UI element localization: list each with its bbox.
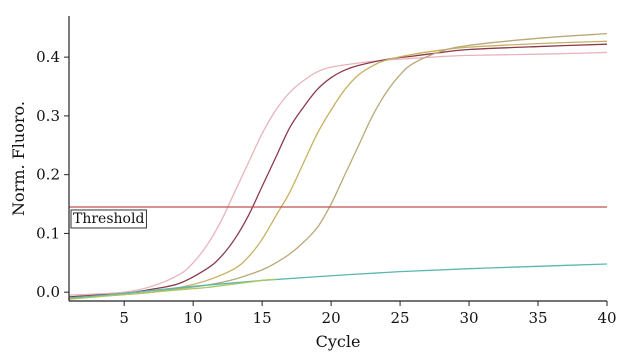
series-line-6	[68, 278, 276, 300]
x-tick-label: 15	[253, 309, 272, 327]
x-tick-label: 40	[597, 309, 616, 327]
series-line-2	[68, 43, 608, 298]
series-line-4	[68, 32, 608, 299]
x-tick-label: 20	[322, 309, 341, 327]
y-tick-label: 0.4	[36, 48, 60, 66]
series-line-1	[68, 51, 608, 296]
y-tick-label: 0.1	[36, 224, 60, 242]
y-tick-label: 0.2	[36, 166, 60, 184]
series-layer	[68, 32, 608, 300]
y-tick-label: 0.0	[36, 283, 60, 301]
plot-background	[69, 16, 607, 301]
x-tick-label: 25	[391, 309, 410, 327]
y-axis-title: Norm. Fluoro.	[9, 101, 28, 216]
threshold-layer: Threshold	[69, 206, 607, 229]
x-tick-label: 35	[528, 309, 547, 327]
y-tick-label: 0.3	[36, 107, 60, 125]
threshold-label-box	[70, 209, 147, 229]
series-line-5	[68, 263, 608, 299]
plot-area	[69, 16, 607, 301]
x-tick-label: 30	[460, 309, 479, 327]
x-axis-title: Cycle	[316, 332, 361, 351]
threshold-label: Threshold	[73, 211, 144, 227]
x-tick-label: 10	[184, 309, 203, 327]
x-tick-label: 5	[119, 309, 129, 327]
axes-layer: 5 10 15 20 25 30 35 40 0.0 0.1 0.2 0.3 0.4	[36, 16, 617, 327]
